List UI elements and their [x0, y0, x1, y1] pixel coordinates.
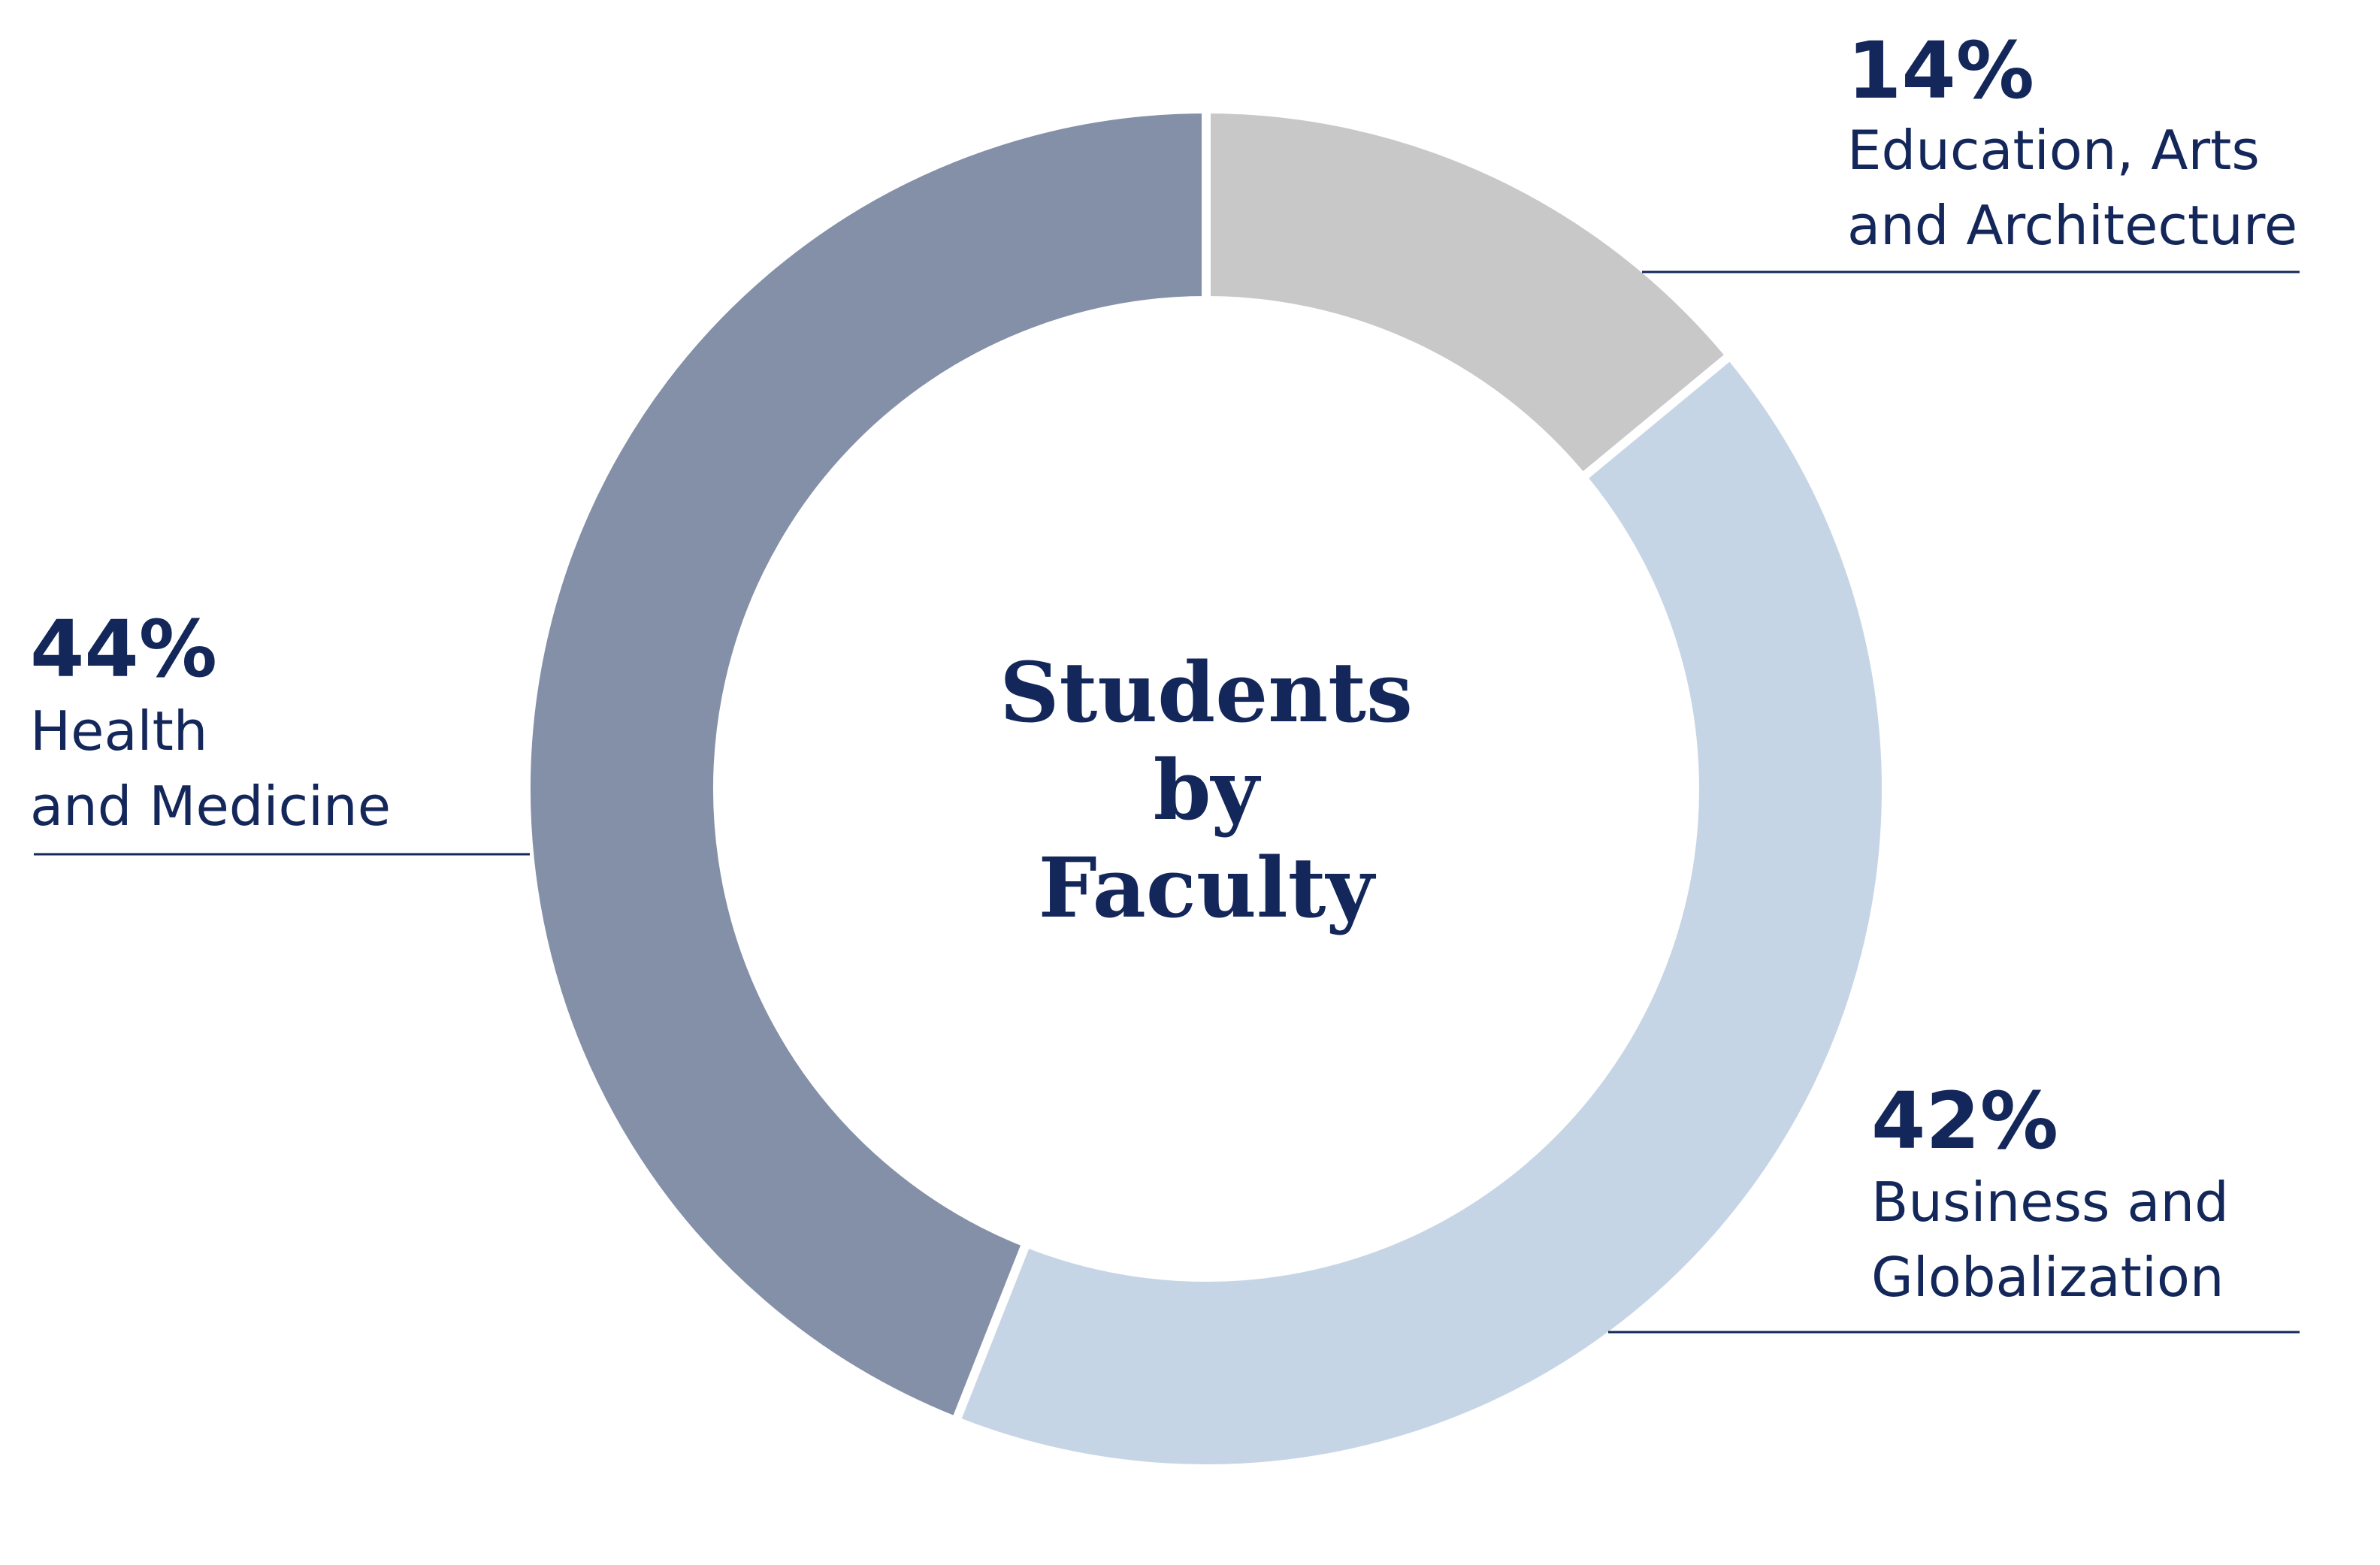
data-label-education-line-1: Education, Arts: [1847, 119, 2260, 182]
data-label-health-line-1: Health: [30, 699, 207, 763]
data-label-education-percent: 14%: [1847, 25, 2034, 116]
data-label-health-percent: 44%: [30, 603, 217, 695]
center-title-line-1: Students: [999, 644, 1413, 741]
data-label-education-line-2: and Architecture: [1847, 194, 2297, 257]
center-title-line-3: Faculty: [1039, 839, 1377, 936]
slice-business: [950, 349, 1891, 1473]
donut-slices: [522, 104, 1891, 1473]
data-label-business-percent: 42%: [1871, 1075, 2058, 1167]
slice-label-business: 42% Business and Globalization: [1608, 1075, 2300, 1334]
slice-label-education: 14% Education, Arts and Architecture: [1642, 25, 2300, 273]
slice-health: [522, 104, 1211, 1428]
slice-education: [1202, 104, 1737, 485]
data-label-business-line-1: Business and: [1871, 1171, 2229, 1234]
center-title-line-2: by: [1154, 742, 1262, 838]
slice-label-health: 44% Health and Medicine: [30, 603, 530, 856]
data-label-health-line-2: and Medicine: [30, 775, 391, 838]
center-title: Students by Faculty: [999, 644, 1413, 936]
data-label-business-line-2: Globalization: [1871, 1246, 2224, 1309]
